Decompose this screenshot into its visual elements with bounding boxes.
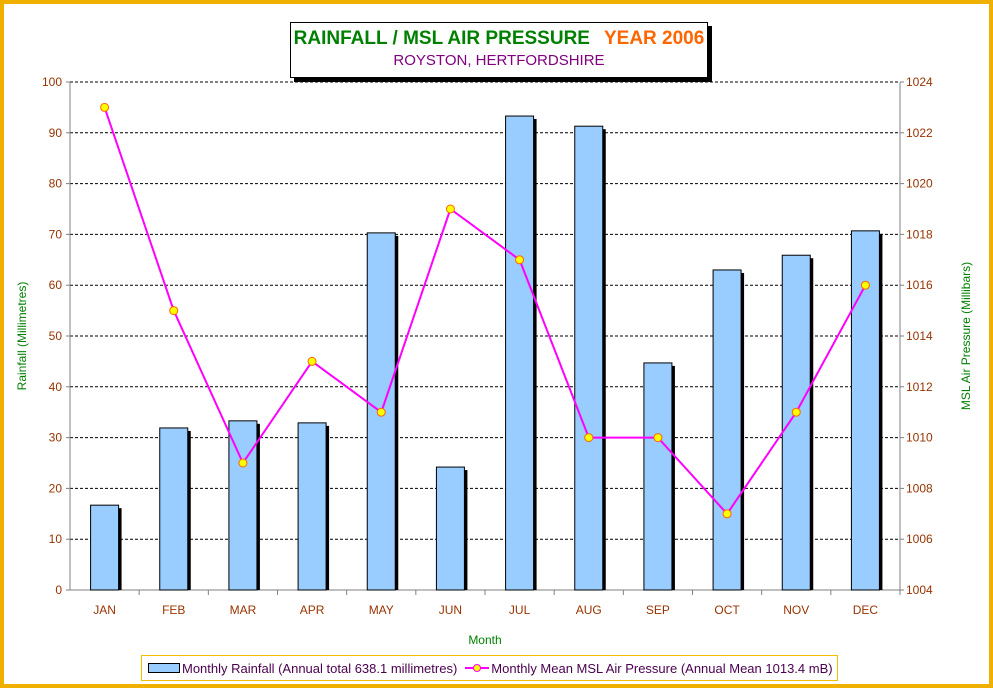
bar-jul (505, 115, 535, 591)
pressure-point-sep (653, 433, 663, 443)
y2-tick-label: 1012 (906, 380, 933, 394)
pressure-point-dec (860, 280, 870, 290)
y2-tick-label: 1022 (906, 126, 933, 140)
pressure-point-jan (100, 102, 110, 112)
x-tick-label: NOV (783, 603, 809, 617)
legend: Monthly Rainfall (Annual total 638.1 mil… (141, 655, 838, 681)
bar-dec (850, 230, 880, 591)
chart-title: RAINFALL / MSL AIR PRESSURE (293, 28, 590, 49)
legend-bar-swatch (148, 663, 180, 673)
pressure-point-may (376, 407, 386, 417)
x-tick-label: DEC (853, 603, 879, 617)
y2-tick-label: 1016 (906, 278, 933, 292)
pressure-point-nov (791, 407, 801, 417)
y2-tick-label: 1006 (906, 532, 933, 546)
bar-jun (435, 466, 465, 591)
pressure-point-jun (445, 204, 455, 214)
pressure-point-aug (584, 433, 594, 443)
y-tick-label: 40 (49, 380, 63, 394)
x-tick-label: MAR (230, 603, 257, 617)
y-tick-label: 10 (49, 532, 63, 546)
x-tick-label: JAN (93, 603, 116, 617)
bar-jan (90, 504, 120, 591)
bar-apr (297, 422, 327, 591)
y2-axis-label: MSL Air Pressure (Millibars) (959, 262, 973, 410)
pressure-line (103, 107, 867, 516)
y-tick-label: 90 (49, 126, 63, 140)
x-tick-label: OCT (714, 603, 740, 617)
bar-nov (781, 254, 811, 591)
pressure-point-mar (238, 458, 248, 468)
bar-mar (228, 420, 258, 591)
legend-rainfall-label: Monthly Rainfall (Annual total 638.1 mil… (182, 660, 458, 676)
y2-tick-label: 1018 (906, 227, 933, 241)
x-tick-label: JUN (439, 603, 462, 617)
y-tick-label: 50 (49, 329, 63, 343)
pressure-point-jul (515, 255, 525, 265)
y2-tick-label: 1014 (906, 329, 933, 343)
y-axis-label: Rainfall (Millimetres) (15, 282, 29, 391)
legend-line-swatch (465, 663, 490, 673)
legend-pressure-label: Monthly Mean MSL Air Pressure (Annual Me… (491, 660, 833, 676)
y-tick-label: 20 (49, 481, 63, 495)
pressure-point-oct (722, 509, 732, 519)
x-tick-label: MAY (369, 603, 394, 617)
x-tick-label: APR (300, 603, 325, 617)
x-axis-label: Month (468, 633, 501, 647)
x-tick-label: FEB (162, 603, 185, 617)
pressure-point-apr (307, 356, 317, 366)
x-tick-label: SEP (646, 603, 670, 617)
y2-tick-label: 1024 (906, 75, 933, 89)
y-tick-label: 0 (55, 583, 62, 597)
chart-subtitle: ROYSTON, HERTFORDSHIRE (393, 52, 605, 69)
bar-feb (159, 427, 189, 591)
x-tick-label: JUL (509, 603, 531, 617)
chart-title-box: RAINFALL / MSL AIR PRESSURE YEAR 2006 ROY… (290, 22, 708, 78)
y-tick-label: 100 (42, 75, 62, 89)
bar-aug (574, 125, 604, 591)
chart-title-year: YEAR 2006 (603, 28, 705, 49)
x-tick-label: AUG (576, 603, 602, 617)
bar-oct (712, 269, 742, 591)
y2-tick-label: 1008 (906, 481, 933, 495)
chart-svg: 0102030405060708090100100410061008101010… (15, 75, 973, 647)
y-tick-label: 30 (49, 431, 63, 445)
y-tick-label: 80 (49, 177, 63, 191)
y-tick-label: 70 (49, 227, 63, 241)
bar-sep (643, 362, 673, 591)
y2-tick-label: 1010 (906, 431, 933, 445)
y-tick-label: 60 (49, 278, 63, 292)
pressure-point-feb (169, 306, 179, 316)
y2-tick-label: 1020 (906, 177, 933, 191)
y2-tick-label: 1004 (906, 583, 933, 597)
